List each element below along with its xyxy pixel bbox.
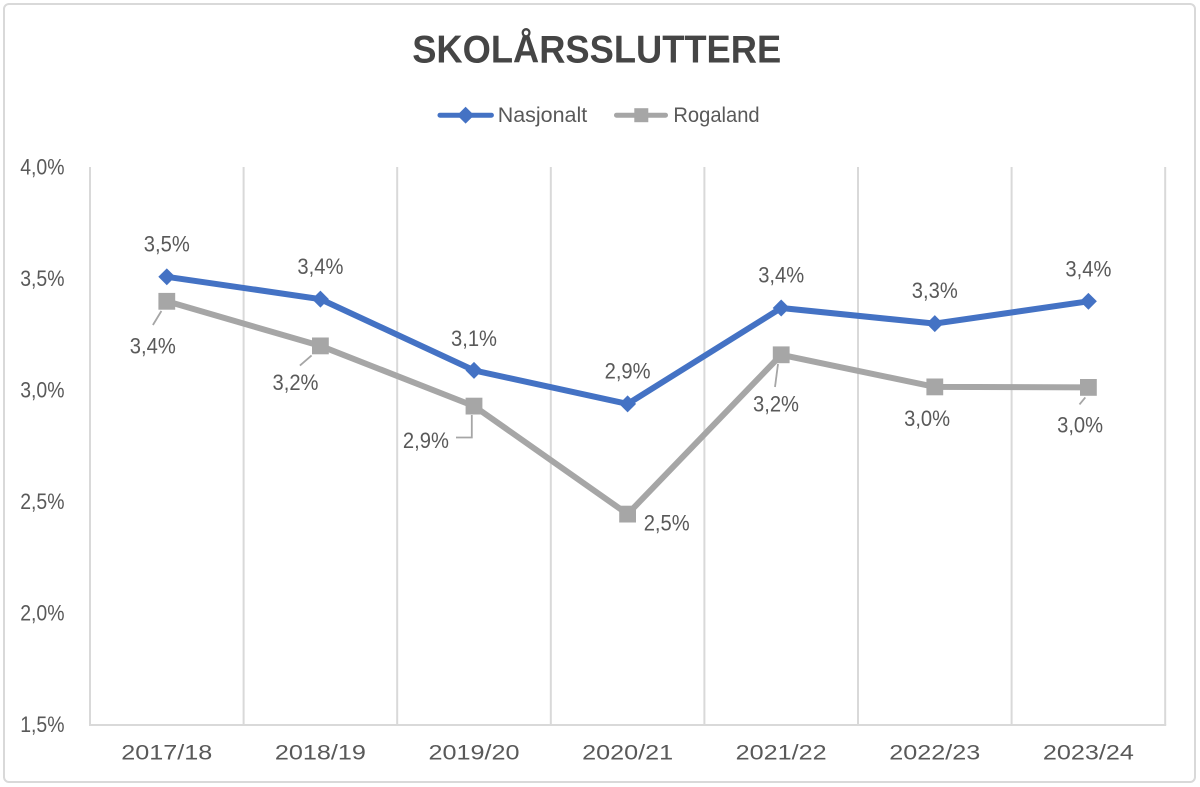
svg-text:2023/24: 2023/24 (1043, 741, 1134, 764)
svg-text:3,2%: 3,2% (753, 392, 799, 417)
svg-text:2018/19: 2018/19 (275, 741, 366, 764)
svg-text:2,5%: 2,5% (20, 489, 64, 514)
svg-text:3,4%: 3,4% (1065, 257, 1111, 282)
svg-text:3,0%: 3,0% (904, 406, 950, 431)
svg-text:3,5%: 3,5% (144, 232, 190, 257)
svg-text:2,9%: 2,9% (605, 359, 651, 384)
svg-text:2020/21: 2020/21 (582, 741, 673, 764)
svg-text:2,5%: 2,5% (644, 510, 690, 535)
svg-text:3,0%: 3,0% (20, 377, 64, 402)
svg-text:3,4%: 3,4% (297, 254, 343, 279)
svg-text:3,4%: 3,4% (130, 334, 176, 359)
svg-text:4,0%: 4,0% (20, 154, 64, 179)
svg-text:2,0%: 2,0% (20, 600, 64, 625)
svg-text:3,2%: 3,2% (273, 370, 319, 395)
svg-text:2021/22: 2021/22 (736, 741, 827, 764)
svg-text:1,5%: 1,5% (20, 712, 64, 737)
svg-text:SKOLÅRSSLUTTERE: SKOLÅRSSLUTTERE (412, 28, 781, 72)
svg-text:3,4%: 3,4% (758, 263, 804, 288)
svg-text:2019/20: 2019/20 (429, 741, 520, 764)
svg-text:Rogaland: Rogaland (673, 103, 759, 127)
svg-text:3,0%: 3,0% (1057, 412, 1103, 437)
svg-text:3,1%: 3,1% (451, 326, 497, 351)
svg-text:3,5%: 3,5% (20, 266, 64, 291)
svg-text:2017/18: 2017/18 (121, 741, 212, 764)
svg-text:2022/23: 2022/23 (889, 741, 980, 764)
svg-text:Nasjonalt: Nasjonalt (498, 103, 588, 127)
svg-text:2,9%: 2,9% (403, 428, 449, 453)
svg-text:3,3%: 3,3% (912, 278, 958, 303)
